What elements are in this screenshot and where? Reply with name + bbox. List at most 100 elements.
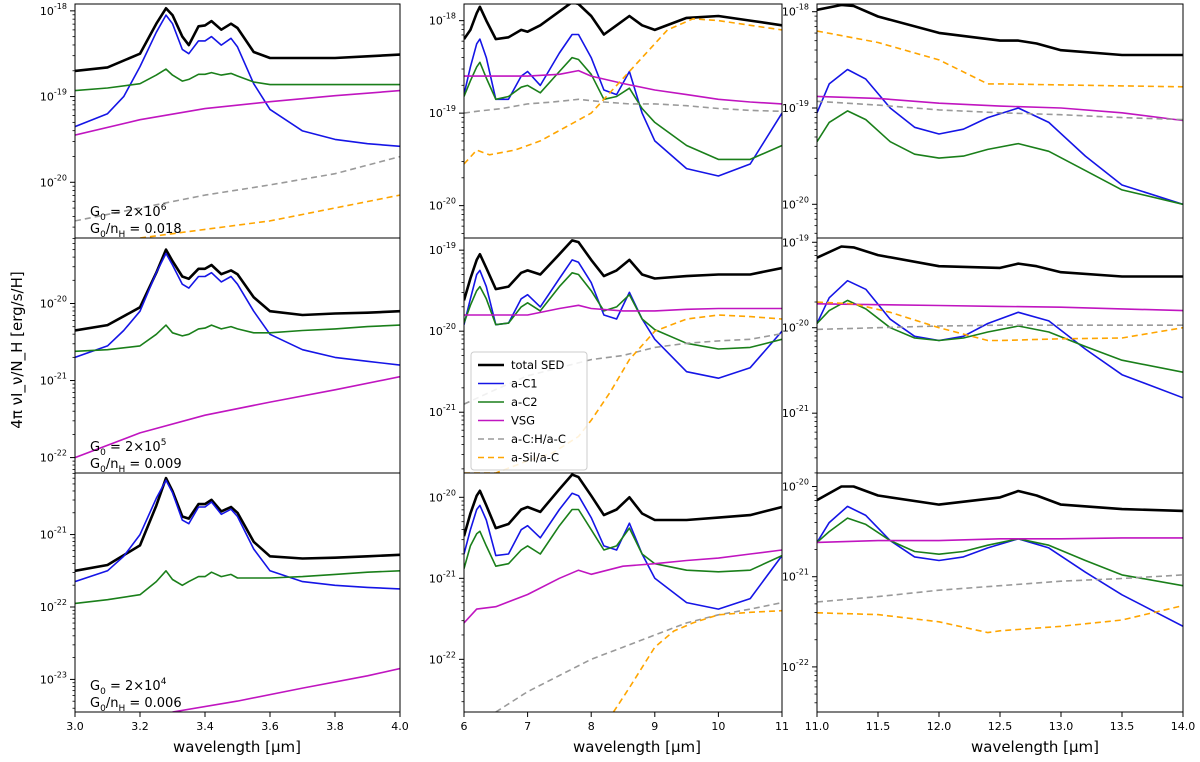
series-line-ac2 bbox=[464, 56, 782, 161]
series-line-ach bbox=[464, 98, 782, 114]
legend-label-ac1: a-C1 bbox=[511, 377, 538, 391]
series-line-vsg bbox=[817, 537, 1183, 544]
panel-r0-c0: 10-18 10-19 10-20 bbox=[40, 2, 401, 239]
annotation-line: G0 = 2×105 bbox=[90, 438, 166, 458]
panel-frame bbox=[74, 472, 401, 713]
y-tick-label: 10-20 bbox=[40, 173, 67, 189]
x-tick-label: 10 bbox=[711, 720, 725, 733]
series-line-total bbox=[75, 7, 400, 73]
y-tick-label: 10-21 bbox=[782, 404, 809, 420]
y-tick-label: 10-19 bbox=[40, 88, 67, 104]
series-line-asil bbox=[817, 301, 1183, 342]
x-tick-label: 13.5 bbox=[1110, 720, 1135, 733]
y-tick-label: 10-18 bbox=[429, 12, 456, 28]
x-tick-label: 3.6 bbox=[261, 720, 279, 733]
x-axis-label-col-2: wavelength [μm] bbox=[971, 738, 1099, 756]
panel-series bbox=[817, 4, 1183, 206]
legend-label-asil: a-Sil/a-C bbox=[511, 451, 559, 465]
panel-r0-c2: 10-18 10-19 10-20 bbox=[782, 3, 1184, 239]
series-line-total bbox=[817, 4, 1183, 57]
x-tick-label: 8 bbox=[588, 720, 595, 733]
series-line-vsg bbox=[464, 69, 782, 105]
x-tick-label: 11.0 bbox=[805, 720, 830, 733]
legend-box bbox=[470, 351, 588, 471]
y-tick-label: 10-19 bbox=[782, 99, 809, 115]
series-line-total bbox=[464, 4, 782, 41]
series-line-ac2 bbox=[464, 508, 782, 573]
series-line-vsg bbox=[172, 667, 400, 712]
x-tick-label: 9 bbox=[651, 720, 658, 733]
y-tick-label: 10-18 bbox=[40, 2, 67, 18]
x-tick-label: 3.0 bbox=[66, 720, 84, 733]
y-tick-label: 10-19 bbox=[429, 104, 456, 120]
x-axis-labels: wavelength [μm] wavelength [μm] waveleng… bbox=[173, 738, 1099, 756]
panel-r2-c2: 10-20 10-21 10-22 11.0 11.5 12.0 12.5 13.0 13.5 1… bbox=[782, 472, 1196, 733]
annotation-line: G0/nH = 0.018 bbox=[90, 222, 182, 240]
series-line-ach bbox=[817, 324, 1183, 331]
series-line-asil bbox=[464, 18, 782, 165]
x-tick-label: 4.0 bbox=[391, 720, 409, 733]
series-line-vsg bbox=[75, 89, 400, 136]
series-line-ac1 bbox=[817, 505, 1183, 628]
series-line-ac2 bbox=[464, 272, 782, 350]
panel-series bbox=[817, 485, 1183, 634]
series-line-ac2 bbox=[75, 324, 400, 353]
panel-r2-c1: 10-20 10-21 10-22 6 7 8 9 10 11 bbox=[429, 472, 789, 733]
series-line-vsg bbox=[817, 303, 1183, 312]
x-tick-label: 6 bbox=[461, 720, 468, 733]
x-tick-label: 11.5 bbox=[866, 720, 891, 733]
x-axis-label-col-0: wavelength [μm] bbox=[173, 738, 301, 756]
series-line-ac1 bbox=[75, 14, 400, 148]
series-line-ach bbox=[817, 574, 1183, 603]
series-line-ac1 bbox=[464, 492, 782, 610]
panel-series bbox=[75, 7, 400, 238]
panel-series bbox=[464, 473, 782, 712]
series-line-ac1 bbox=[75, 252, 400, 366]
y-tick-label: 10-22 bbox=[782, 658, 809, 674]
series-line-ac2 bbox=[817, 299, 1183, 373]
panel-frame bbox=[463, 472, 783, 713]
series-line-asil bbox=[817, 30, 1183, 88]
x-tick-label: 7 bbox=[524, 720, 531, 733]
y-tick-label: 10-20 bbox=[782, 319, 809, 335]
series-line-asil bbox=[817, 604, 1183, 634]
y-tick-label: 10-18 bbox=[782, 3, 809, 19]
panel-series bbox=[75, 248, 400, 459]
y-tick-label: 10-23 bbox=[40, 670, 67, 686]
series-line-ach bbox=[75, 155, 400, 222]
series-line-total bbox=[464, 473, 782, 537]
y-tick-label: 10-22 bbox=[429, 650, 456, 666]
y-tick-label: 10-20 bbox=[782, 478, 809, 494]
x-tick-label: 3.2 bbox=[131, 720, 149, 733]
y-axis-label: 4π νI_ν/N_H [erg/s/H] bbox=[8, 271, 27, 428]
series-line-ach bbox=[495, 601, 782, 712]
series-line-vsg bbox=[464, 549, 782, 624]
x-tick-label: 14.0 bbox=[1171, 720, 1196, 733]
y-tick-label: 10-20 bbox=[429, 322, 456, 338]
x-axis-label-col-1: wavelength [μm] bbox=[573, 738, 701, 756]
y-tick-label: 10-19 bbox=[782, 233, 809, 249]
panel-grid: 10-18 10-19 10-20 10-18 10-19 10-20 10-18 10-19… bbox=[40, 2, 1195, 733]
panel-r0-c1: 10-18 10-19 10-20 bbox=[429, 3, 783, 239]
y-tick-label: 10-21 bbox=[429, 569, 456, 585]
annotation-line: G0 = 2×106 bbox=[90, 203, 167, 223]
series-line-ac1 bbox=[817, 68, 1183, 206]
y-tick-label: 10-20 bbox=[40, 294, 67, 310]
series-line-ac2 bbox=[75, 68, 400, 92]
y-tick-label: 10-21 bbox=[40, 526, 67, 542]
y-tick-label: 10-20 bbox=[429, 488, 456, 504]
x-tick-label: 3.8 bbox=[326, 720, 344, 733]
y-tick-label: 10-20 bbox=[429, 197, 456, 213]
x-tick-label: 11 bbox=[775, 720, 789, 733]
y-tick-label: 10-22 bbox=[40, 449, 67, 465]
series-line-vsg bbox=[75, 375, 400, 459]
series-line-ac2 bbox=[75, 570, 400, 605]
series-line-ac2 bbox=[817, 110, 1183, 206]
y-tick-label: 10-21 bbox=[782, 568, 809, 584]
series-line-total bbox=[75, 476, 400, 573]
panel-series bbox=[464, 4, 782, 177]
series-line-total bbox=[464, 239, 782, 301]
series-line-ach bbox=[817, 100, 1183, 121]
